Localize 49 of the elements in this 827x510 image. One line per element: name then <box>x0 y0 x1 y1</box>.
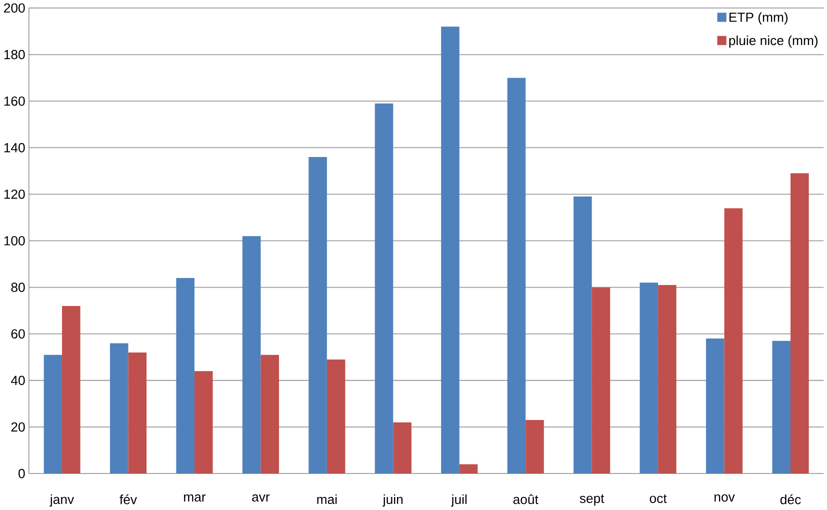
bar <box>706 338 724 474</box>
y-tick-label: 20 <box>11 422 25 432</box>
bar <box>574 196 592 474</box>
bar <box>724 208 743 474</box>
x-tick-label: juil <box>451 494 467 507</box>
y-tick-label: 200 <box>4 3 25 13</box>
legend-label: ETP (mm) <box>730 12 788 25</box>
legend-label: pluie nice (mm) <box>729 35 818 48</box>
bar <box>374 103 394 474</box>
bar <box>110 343 128 474</box>
bar <box>640 282 658 474</box>
x-tick-label: janv <box>50 494 74 507</box>
bar <box>393 422 412 474</box>
x-tick-label: fév <box>120 494 137 504</box>
bar <box>790 173 809 474</box>
bar <box>526 420 544 474</box>
bar <box>772 340 791 474</box>
bar <box>592 287 610 474</box>
bar <box>62 306 80 474</box>
x-tick-label: août <box>513 494 538 504</box>
bar <box>242 236 261 474</box>
x-tick-label: déc <box>780 494 801 504</box>
y-tick-label: 180 <box>4 50 25 60</box>
y-tick-label: 140 <box>4 143 25 152</box>
y-tick-label: 80 <box>11 282 25 292</box>
x-tick-label: oct <box>650 494 667 504</box>
bar <box>44 354 62 474</box>
bar <box>459 464 478 474</box>
bar <box>260 354 279 474</box>
bar <box>507 78 526 474</box>
y-tick-label: 160 <box>4 96 25 106</box>
bar <box>441 26 460 474</box>
y-tick-label: 120 <box>4 190 25 199</box>
x-tick-label: sept <box>580 494 604 506</box>
x-tick-label: nov <box>714 494 735 502</box>
bar <box>128 352 147 474</box>
bar <box>194 371 213 474</box>
y-tick-label: 40 <box>10 376 25 386</box>
y-tick-label: 60 <box>11 329 25 339</box>
x-tick-label: avr <box>252 494 270 502</box>
bar <box>658 284 676 474</box>
bar <box>176 278 194 474</box>
y-tick-label: 100 <box>4 236 25 246</box>
bar <box>308 156 327 474</box>
x-tick-label: juin <box>382 494 403 507</box>
x-tick-label: mar <box>184 494 206 502</box>
y-tick-label: 0 <box>18 468 25 478</box>
bar <box>326 359 346 474</box>
x-tick-label: mai <box>317 494 337 504</box>
